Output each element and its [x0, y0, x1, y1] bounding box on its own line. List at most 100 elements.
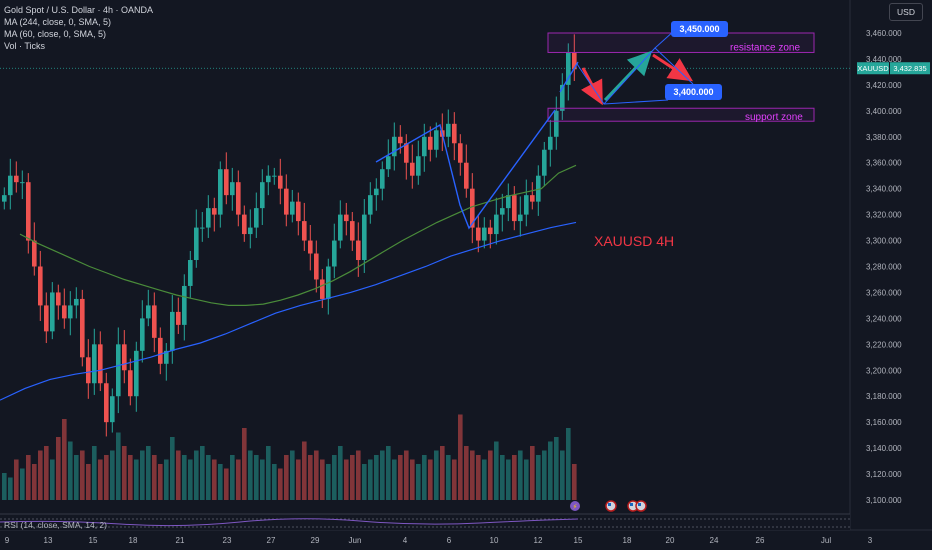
candle-body: [416, 156, 421, 176]
price-tick-label: 3,360.000: [866, 159, 902, 168]
forecast-arrow-down-1: [580, 67, 603, 106]
volume-bar: [110, 450, 115, 500]
candle-body: [494, 214, 499, 235]
lightning-glyph: ⚡: [573, 503, 578, 511]
volume-bar: [38, 450, 43, 500]
volume-bar: [458, 414, 463, 500]
volume-bar: [152, 455, 157, 500]
time-tick-label: 24: [710, 536, 719, 545]
candle-body: [8, 175, 13, 196]
candle-body: [500, 208, 505, 215]
price-tick-label: 3,420.000: [866, 81, 902, 90]
candle-body: [134, 350, 139, 397]
time-tick-label: Jul: [821, 536, 831, 545]
candle-body: [332, 240, 337, 267]
ma60-legend[interactable]: MA (60, close, 0, SMA, 5): [4, 29, 107, 39]
flag-canton: [630, 503, 633, 506]
volume-bar: [248, 450, 253, 500]
volume-bar: [464, 446, 469, 500]
volume-bar: [500, 455, 505, 500]
price-badge-text: 3,432.835: [893, 64, 926, 73]
candle-body: [308, 240, 313, 254]
volume-bar: [308, 455, 313, 500]
candle-body: [206, 208, 211, 228]
volume-bar: [506, 459, 511, 500]
volume-bar: [272, 464, 277, 500]
volume-bar: [236, 459, 241, 500]
time-tick-label: 3: [868, 536, 873, 545]
chart-watermark: XAUUSD 4H: [594, 233, 674, 249]
symbol-badge-text: XAUUSD: [857, 64, 889, 73]
candle-body: [362, 214, 367, 261]
volume-bar: [26, 455, 31, 500]
volume-bar: [362, 464, 367, 500]
price-tick-label: 3,300.000: [866, 237, 902, 246]
candle-body: [302, 221, 307, 241]
flag-canton: [638, 503, 641, 506]
volume-bar: [560, 450, 565, 500]
candle-body: [524, 195, 529, 215]
candle-body: [548, 136, 553, 150]
candle-body: [404, 143, 409, 163]
volume-bar: [32, 464, 37, 500]
time-tick-label: 12: [534, 536, 543, 545]
volume-bar: [542, 450, 547, 500]
price-tick-label: 3,160.000: [866, 418, 902, 427]
candle-body: [50, 292, 55, 332]
rsi-legend[interactable]: RSI (14, close, SMA, 14, 2): [4, 520, 107, 530]
candle-body: [284, 188, 289, 215]
callout-low: [665, 84, 722, 100]
time-tick-label: 18: [129, 536, 138, 545]
volume-bar: [188, 459, 193, 500]
candle-body: [140, 318, 145, 351]
rsi-pane: [0, 514, 850, 530]
volume-bar: [194, 450, 199, 500]
candle-body: [482, 227, 487, 241]
time-tick-label: 9: [5, 536, 10, 545]
volume-bar: [482, 459, 487, 500]
callout-high-text: 3,450.000: [679, 24, 719, 34]
volume-bar: [254, 455, 259, 500]
candle-body: [320, 279, 325, 299]
candle-body: [560, 84, 565, 111]
symbol-title[interactable]: Gold Spot / U.S. Dollar · 4h · OANDA: [4, 5, 154, 15]
candle-body: [86, 357, 91, 384]
volume-bar: [470, 450, 475, 500]
candle-body: [278, 175, 283, 189]
volume-bar: [554, 437, 559, 500]
volume-bar: [140, 450, 145, 500]
price-tick-label: 3,200.000: [866, 366, 902, 375]
volume-bar: [494, 441, 499, 500]
resistance-zone-label: resistance zone: [730, 42, 800, 53]
price-tick-label: 3,260.000: [866, 288, 902, 297]
volume-bar: [452, 459, 457, 500]
support-zone-label: support zone: [745, 112, 803, 123]
volume-bar: [98, 459, 103, 500]
candle-body: [392, 136, 397, 157]
volume-bar: [314, 450, 319, 500]
volume-bar: [170, 437, 175, 500]
volume-bar: [62, 419, 67, 500]
currency-button[interactable]: USD: [889, 3, 923, 21]
candle-body: [476, 227, 481, 241]
candle-body: [338, 214, 343, 241]
candle-body: [218, 169, 223, 215]
time-tick-label: 6: [447, 536, 452, 545]
candle-body: [512, 195, 517, 222]
candle-body: [104, 383, 109, 423]
volume-bar: [320, 459, 325, 500]
volume-bar: [266, 446, 271, 500]
support-zone: [547, 107, 815, 122]
volume-bar: [572, 464, 577, 500]
candle-body: [470, 188, 475, 228]
volume-bar: [212, 459, 217, 500]
volume-bar: [368, 459, 373, 500]
candle-body: [296, 201, 301, 222]
candle-body: [272, 175, 277, 177]
candle-body: [374, 188, 379, 196]
ma244-legend[interactable]: MA (244, close, 0, SMA, 5): [4, 17, 112, 27]
volume-bar: [488, 450, 493, 500]
volume-legend[interactable]: Vol · Ticks: [4, 41, 46, 51]
time-tick-label: 13: [44, 536, 53, 545]
